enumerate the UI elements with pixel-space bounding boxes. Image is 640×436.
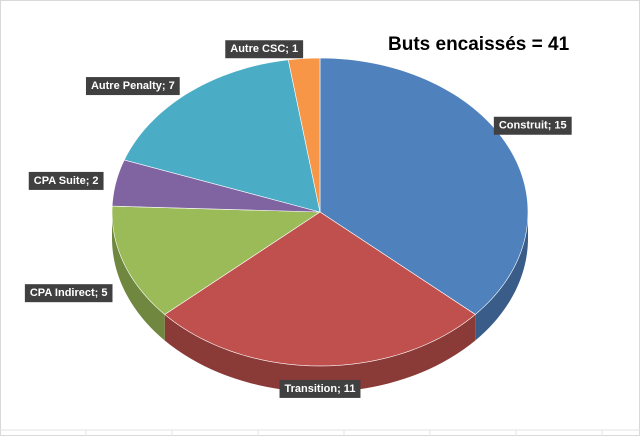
data-label: Transition; 11	[279, 379, 361, 398]
data-label-text: Autre CSC; 1	[230, 43, 298, 55]
data-label-text: CPA Indirect; 5	[30, 287, 108, 299]
data-label-text: Construit; 15	[499, 120, 567, 132]
data-label-box	[493, 116, 572, 135]
pie-slice	[123, 59, 321, 213]
data-label-box	[85, 77, 180, 96]
data-label-box	[225, 40, 304, 59]
data-label-box	[279, 379, 361, 398]
pie-slice-side	[475, 212, 528, 341]
data-label: Autre CSC; 1	[225, 40, 304, 59]
pie-slice	[111, 159, 321, 213]
data-label: CPA Indirect; 5	[24, 284, 113, 303]
data-label-text: Autre Penalty; 7	[91, 80, 175, 92]
sheet-grid	[0, 429, 640, 436]
pie-slice	[111, 205, 321, 315]
pie-slice	[319, 57, 529, 315]
chart-title: Buts encaissés = 41	[388, 34, 570, 55]
pie-slice	[164, 211, 476, 367]
pie-slice-side	[112, 212, 165, 341]
pie-slice	[287, 57, 321, 213]
pie-slice-side	[164, 314, 476, 392]
data-label-box	[24, 284, 113, 303]
data-label: CPA Suite; 2	[28, 171, 104, 190]
data-label: Construit; 15	[493, 116, 572, 135]
data-label-text: CPA Suite; 2	[34, 175, 99, 187]
data-label: Autre Penalty; 7	[85, 77, 180, 96]
data-label-text: Transition; 11	[285, 383, 356, 395]
data-label-box	[28, 171, 104, 190]
